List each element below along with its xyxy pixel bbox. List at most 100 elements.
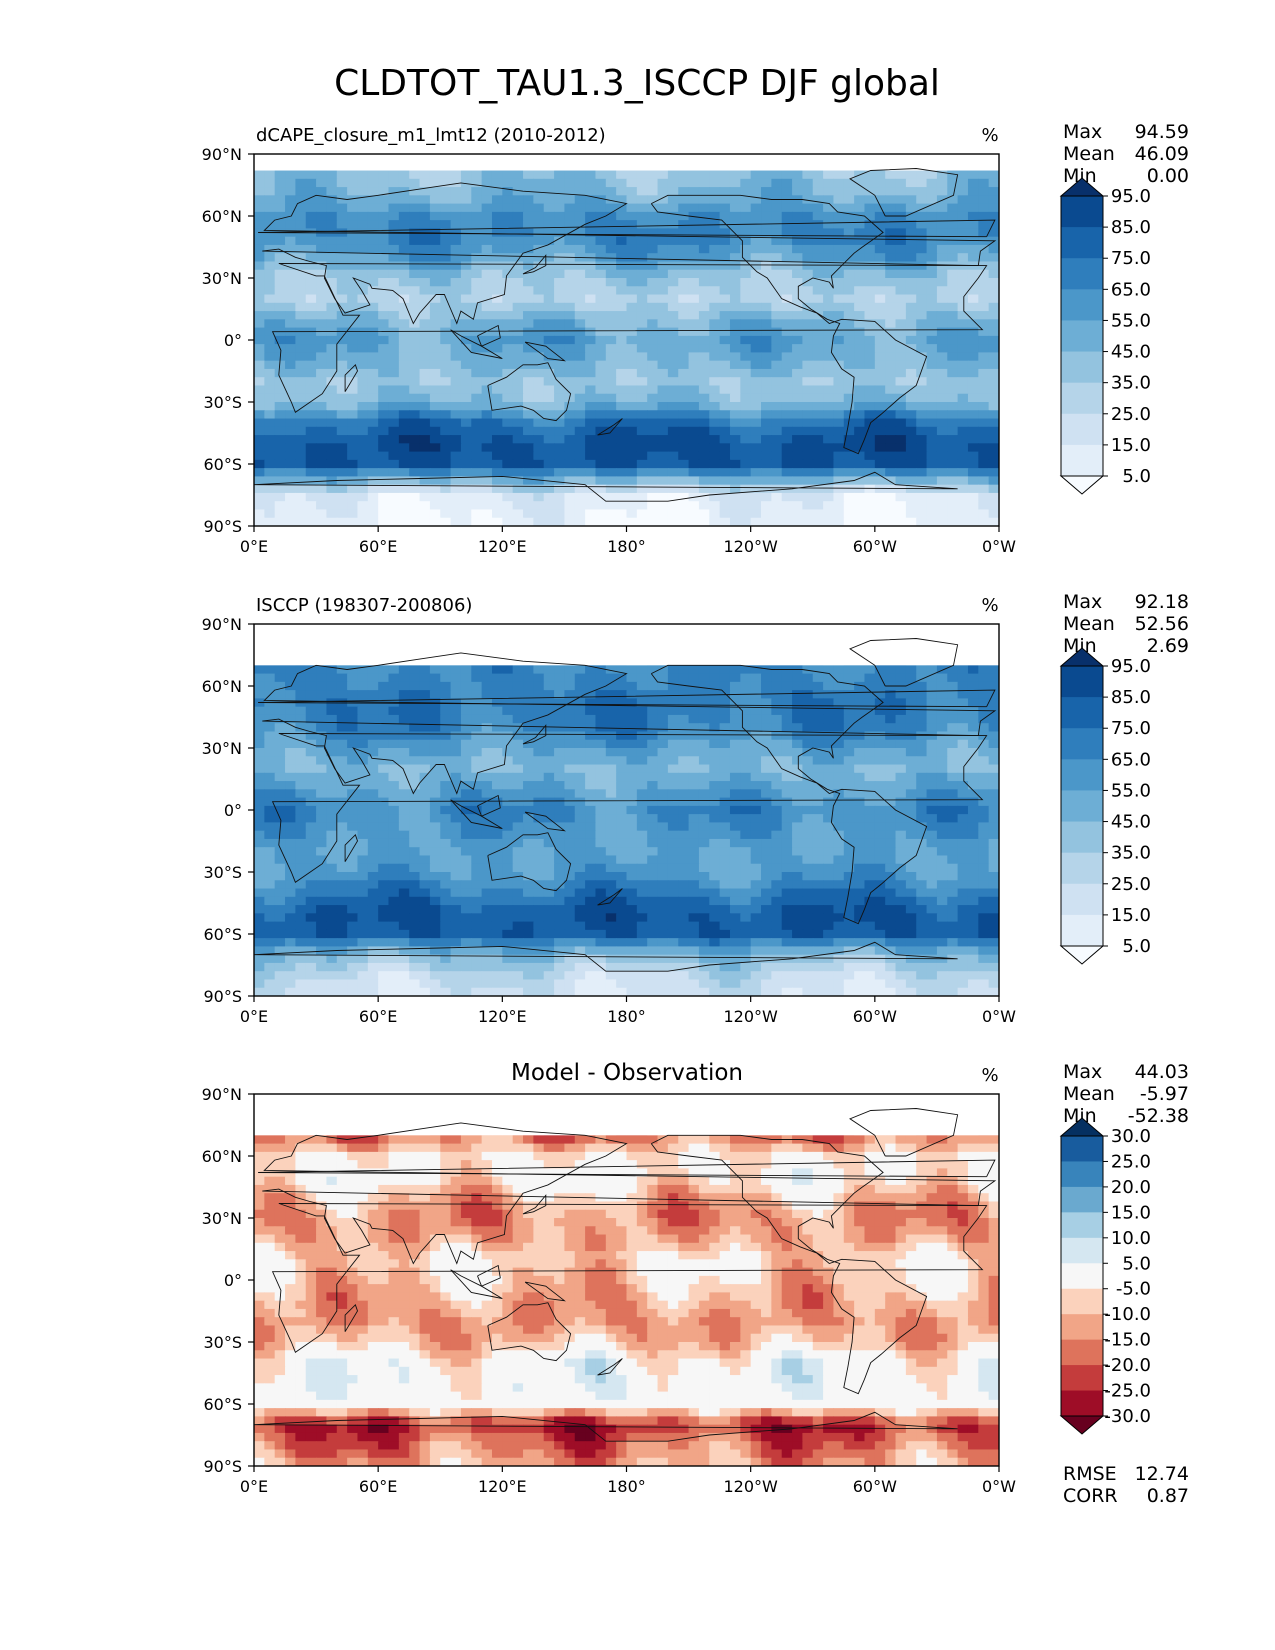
heatmap-cell [264,203,276,213]
heatmap-cell [481,772,493,782]
heatmap-cell [926,385,938,395]
heatmap-cell [719,253,731,263]
heatmap-cell [419,797,431,807]
heatmap-cell [688,426,700,436]
heatmap-cell [833,484,845,494]
heatmap-cell [254,319,265,329]
heatmap-cell [750,426,762,436]
heatmap-cell [709,286,721,296]
heatmap-cell [626,410,638,420]
heatmap-cell [254,402,265,411]
heatmap-cell [647,170,659,180]
heatmap-cell [450,748,462,757]
heatmap-cell [502,501,514,511]
heatmap-cell [926,294,938,304]
heatmap-cell [905,714,917,724]
heatmap-cell [512,335,524,345]
heatmap-cell [347,443,359,453]
heatmap-cell [398,195,410,205]
heatmap-cell [864,311,876,320]
heatmap-cell [647,352,659,362]
heatmap-cell [398,335,410,345]
heatmap-cell [895,170,907,180]
heatmap-cell [698,418,710,428]
heatmap-cell [936,492,948,502]
heatmap-cell [543,178,555,188]
heatmap-cell [729,492,741,502]
heatmap-cell [698,781,710,790]
heatmap-cell [574,385,586,395]
heatmap-cell [864,253,876,263]
heatmap-cell [357,468,369,477]
heatmap-cell [398,459,410,469]
heatmap-cell [523,509,534,519]
heatmap-cell [823,731,835,741]
heatmap-cell [481,435,493,444]
heatmap-cell [647,244,659,254]
heatmap-cell [771,360,783,370]
heatmap-cell [367,517,379,526]
heatmap-cell [947,220,959,229]
heatmap-cell [326,377,338,387]
heatmap-cell [905,781,917,790]
heatmap-cell [440,673,452,683]
heatmap-cell [678,764,690,774]
heatmap-cell [926,781,938,790]
heatmap-cell [678,244,690,254]
heatmap-cell [843,731,855,741]
heatmap-cell [978,764,990,774]
x-tick-label: 120°E [478,537,527,556]
heatmap-cell [367,203,379,213]
heatmap-cell [460,228,472,238]
heatmap-cell [460,311,472,320]
heatmap-cell [719,178,731,188]
heatmap-cell [502,509,514,519]
heatmap-cell [554,393,566,403]
heatmap-cell [947,327,959,337]
heatmap-cell [367,492,379,502]
heatmap-cell [295,739,307,749]
heatmap-cell [285,294,296,304]
heatmap-cell [295,673,307,683]
heatmap-cell [491,335,503,345]
heatmap-cell [378,451,390,461]
heatmap-cell [429,368,441,378]
heatmap-cell [792,236,804,246]
heatmap-cell [823,484,835,494]
heatmap-cell [988,360,999,370]
heatmap-cell [781,220,793,229]
heatmap-cell [740,311,752,320]
heatmap-cell [409,665,421,675]
heatmap-cell [481,269,493,279]
heatmap-cell [316,665,328,675]
heatmap-cell [409,739,421,749]
heatmap-cell [792,426,804,436]
heatmap-cell [316,385,328,395]
heatmap-cell [657,319,669,329]
heatmap-cell [450,278,462,287]
heatmap-cell [854,278,866,287]
heatmap-cell [719,789,731,799]
heatmap-cell [885,714,897,724]
heatmap-cell [874,418,886,428]
heatmap-cell [854,418,866,428]
heatmap-cell [274,294,286,304]
heatmap-cell [833,302,845,312]
heatmap-cell [295,706,307,716]
heatmap-cell [254,170,265,180]
heatmap-cell [409,772,421,782]
heatmap-cell [967,393,979,403]
heatmap-cell [254,335,265,345]
heatmap-cell [254,393,265,403]
heatmap-cell [481,244,493,254]
heatmap-cell [388,261,400,271]
heatmap-cell [667,468,679,477]
heatmap-cell [388,426,400,436]
heatmap-cell [967,344,979,353]
heatmap-cell [378,501,390,511]
heatmap-cell [440,714,452,724]
heatmap-cell [554,459,566,469]
heatmap-cell [574,764,586,774]
heatmap-cell [388,501,400,511]
heatmap-cell [419,195,431,205]
